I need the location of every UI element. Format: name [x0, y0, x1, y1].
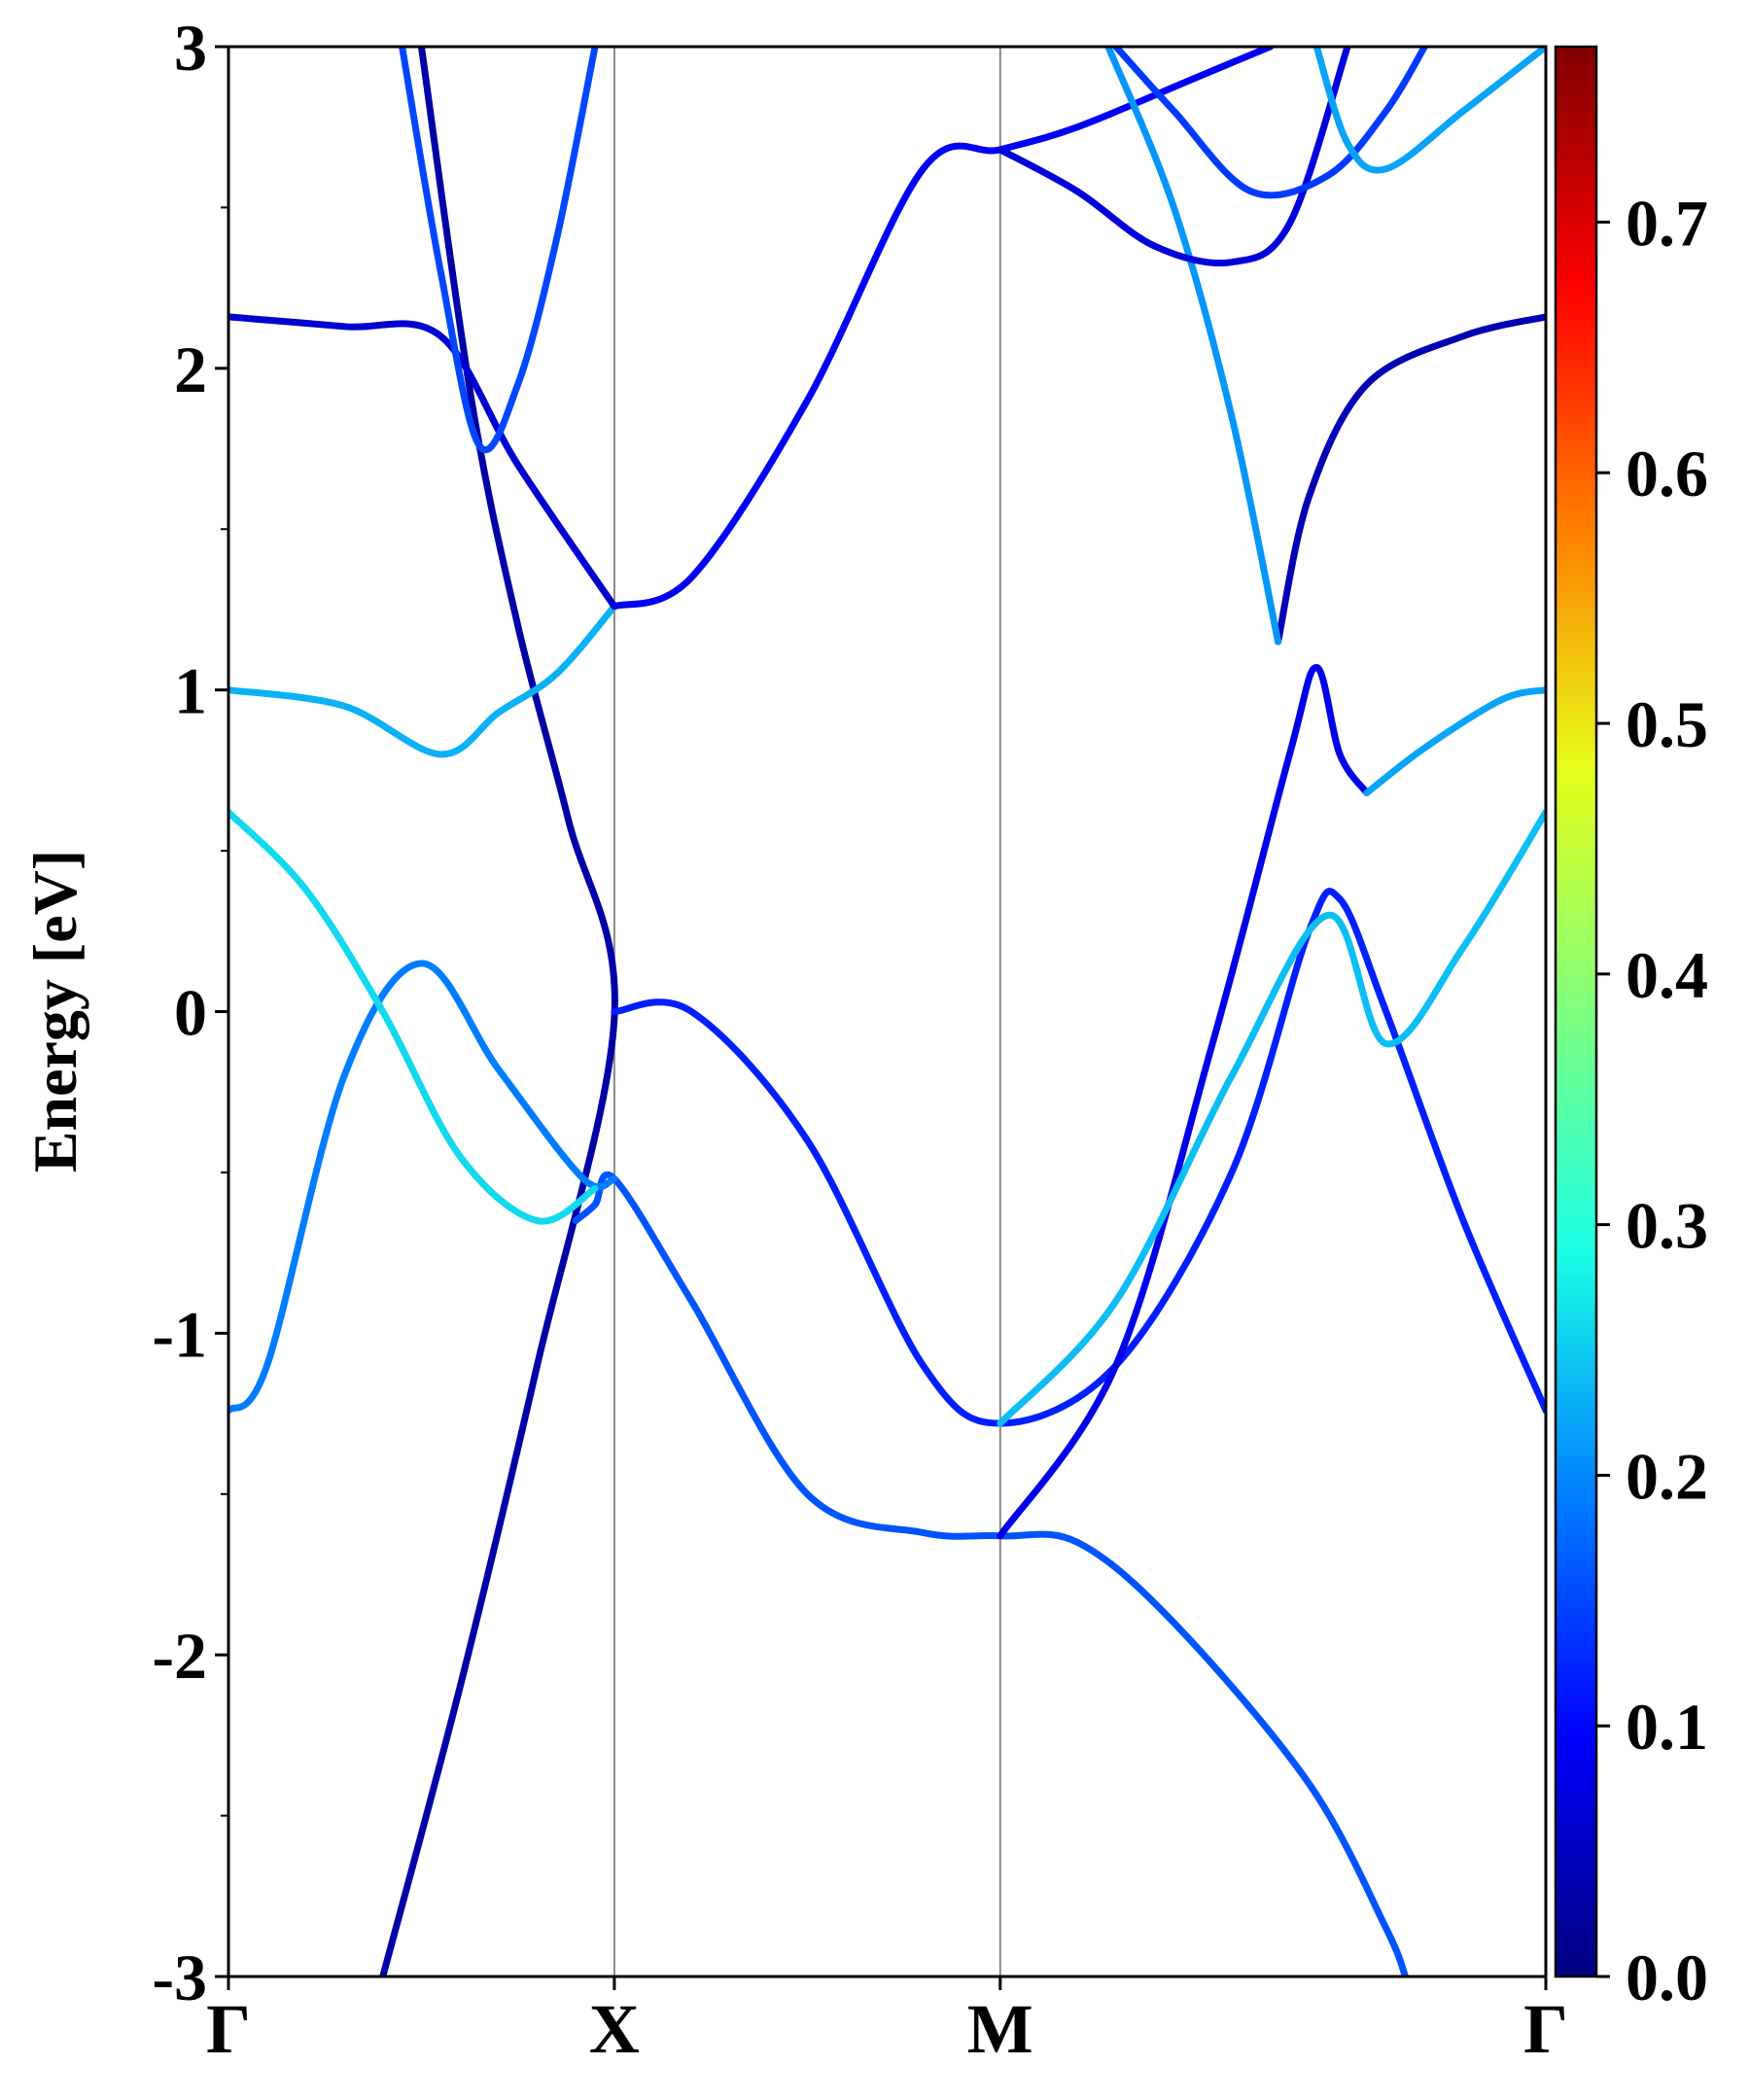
colorbar: 0.0 0.1 0.2 0.3 0.4 0.5 0.6 0.7	[1554, 45, 1708, 2014]
y-tick-label: -3	[152, 1941, 207, 2014]
band-line	[997, 808, 1546, 1427]
band-line	[611, 888, 1546, 1427]
band-line	[228, 603, 618, 758]
colorbar-tick-label: 0.2	[1626, 1439, 1708, 1513]
y-tick-label: -2	[152, 1619, 207, 1693]
band-line	[228, 313, 618, 611]
colorbar-tick-label: 0.4	[1626, 938, 1708, 1012]
x-tick-label: Γ	[206, 1990, 251, 2068]
colorbar-tick-label: 0.7	[1626, 186, 1708, 260]
band-line	[1112, 47, 1428, 199]
band-lines	[228, 47, 1546, 1977]
y-tick-label: 3	[174, 11, 207, 85]
band-line	[1363, 686, 1546, 797]
band-line	[379, 47, 618, 1977]
plot-area: -3 -2 -1 0 1 2 3 Γ X M Γ	[152, 11, 1568, 2068]
y-axis-ticks: -3 -2 -1 0 1 2 3	[152, 11, 228, 2014]
y-tick-label: 1	[174, 654, 207, 728]
band-line	[1104, 47, 1282, 646]
x-tick-label: X	[589, 1990, 640, 2068]
colorbar-tick-label: 0.5	[1626, 687, 1708, 761]
band-line	[228, 960, 618, 1415]
band-line	[228, 808, 599, 1225]
band-line	[399, 47, 599, 454]
x-tick-label: Γ	[1523, 1990, 1568, 2068]
colorbar-tick-label: 0.6	[1626, 437, 1708, 510]
band-line	[997, 47, 1351, 267]
high-symmetry-lines	[612, 47, 1001, 1977]
band-line	[1312, 47, 1546, 174]
band-line	[572, 1171, 1410, 1977]
y-tick-label: 0	[174, 976, 207, 1050]
plot-frame	[227, 45, 1548, 1978]
colorbar-tick-label: 0.3	[1626, 1189, 1708, 1263]
colorbar-tick-label: 0.0	[1626, 1941, 1708, 2014]
colorbar-tick-label: 0.1	[1626, 1690, 1708, 1764]
y-tick-label: 2	[174, 332, 207, 406]
y-axis-label: Energy [eV]	[20, 850, 89, 1172]
colorbar-ticks: 0.0 0.1 0.2 0.3 0.4 0.5 0.6 0.7	[1596, 186, 1708, 2014]
band-line	[997, 664, 1371, 1540]
band-line	[1275, 313, 1546, 646]
y-tick-label: -1	[152, 1297, 207, 1371]
x-tick-label: M	[967, 1990, 1033, 2068]
band-line	[611, 47, 1275, 611]
colorbar-gradient	[1554, 45, 1598, 1978]
